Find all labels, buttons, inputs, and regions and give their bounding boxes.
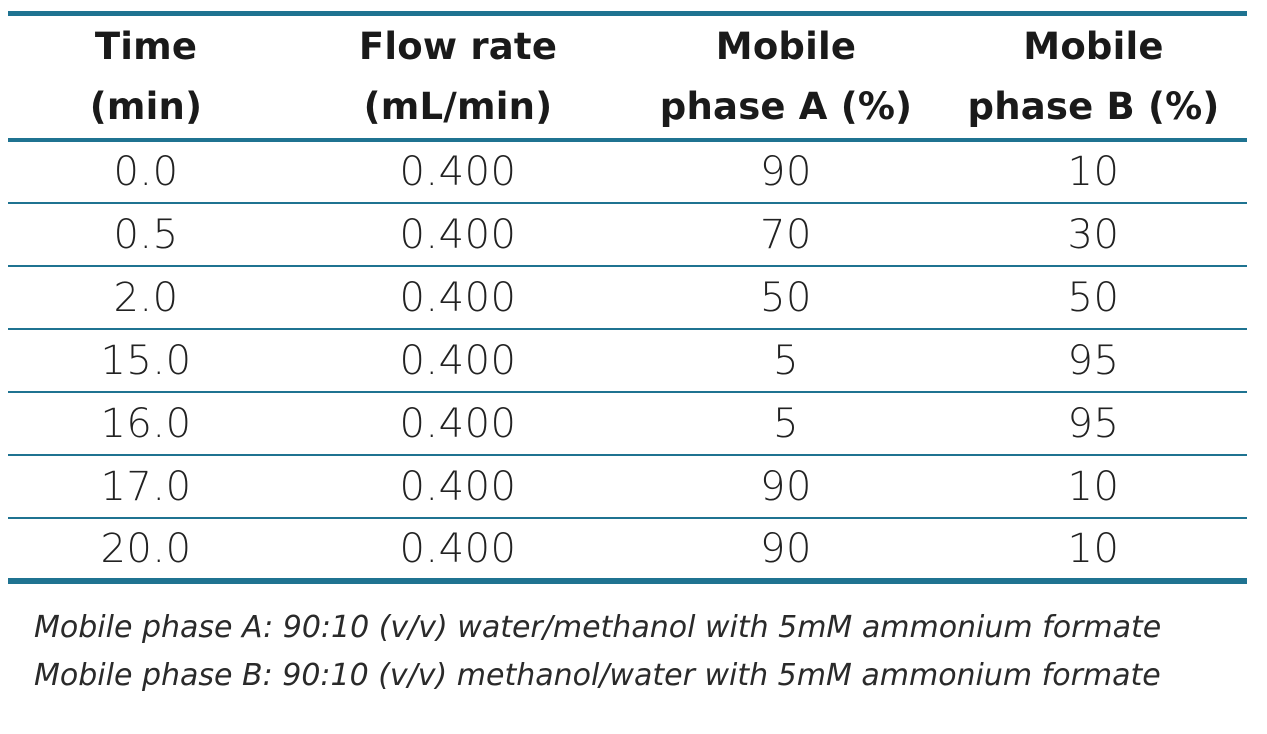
cell-phase-a: 5 [773, 400, 799, 447]
table-header: Time (min) Flow rate (mL/min) Mobile pha… [8, 13, 1247, 141]
cell-flow-rate: 0.400 [399, 525, 517, 572]
cell-phase-a: 70 [760, 211, 812, 258]
cell-flow-rate: 0.400 [399, 337, 517, 384]
table-row: 2.0 0.400 50 50 [8, 266, 1247, 329]
header-mobile-phase-b-line1: Mobile [1023, 25, 1164, 68]
cell-time: 0.0 [113, 149, 179, 195]
table-row: 16.0 0.400 5 95 [8, 392, 1247, 455]
cell-phase-b: 95 [1067, 337, 1120, 384]
cell-phase-b: 10 [1067, 463, 1120, 510]
cell-flow-rate: 0.400 [399, 463, 517, 510]
cell-phase-b: 50 [1067, 274, 1120, 321]
header-mobile-phase-a-line2: phase A (%) [659, 85, 913, 128]
cell-time: 17.0 [100, 463, 192, 510]
footnote-mobile-phase-b: Mobile phase B: 90:10 (v/v) methanol/wat… [34, 658, 1161, 693]
gradient-table-container: Time (min) Flow rate (mL/min) Mobile pha… [8, 11, 1247, 584]
cell-time: 0.5 [113, 211, 179, 258]
cell-time: 16.0 [100, 400, 192, 447]
cell-phase-a: 5 [773, 337, 799, 384]
cell-time: 20.0 [100, 525, 192, 572]
footnote-mobile-phase-a: Mobile phase A: 90:10 (v/v) water/methan… [34, 610, 1162, 645]
cell-phase-b: 95 [1067, 400, 1120, 447]
header-time: Time (min) [8, 14, 284, 141]
header-flow-rate: Flow rate (mL/min) [284, 14, 632, 141]
cell-phase-a: 90 [760, 149, 812, 195]
header-time-line1: Time [94, 25, 198, 68]
header-mobile-phase-a: Mobile phase A (%) [632, 14, 940, 141]
cell-phase-b: 30 [1067, 211, 1120, 258]
cell-phase-a: 90 [760, 525, 812, 572]
cell-phase-a: 90 [760, 463, 812, 510]
header-flow-rate-line1: Flow rate [358, 25, 558, 68]
table-footnotes: Mobile phase A: 90:10 (v/v) water/methan… [34, 604, 1161, 700]
table-row: 0.0 0.400 90 10 [8, 140, 1247, 203]
table-body: 0.0 0.400 90 10 0.5 0.400 70 30 2.0 0.40… [8, 140, 1247, 581]
header-flow-rate-line2: (mL/min) [363, 85, 553, 128]
header-mobile-phase-b-line2: phase B (%) [967, 85, 1220, 128]
table-row: 17.0 0.400 90 10 [8, 455, 1247, 518]
header-row: Time (min) Flow rate (mL/min) Mobile pha… [8, 13, 1247, 141]
cell-phase-a: 50 [760, 274, 812, 321]
table-row: 0.5 0.400 70 30 [8, 203, 1247, 266]
header-time-line2: (min) [89, 85, 203, 128]
header-mobile-phase-b: Mobile phase B (%) [940, 14, 1247, 141]
header-mobile-phase-a-line1: Mobile [715, 25, 857, 68]
gradient-table: Time (min) Flow rate (mL/min) Mobile pha… [8, 11, 1247, 584]
cell-flow-rate: 0.400 [399, 274, 517, 321]
cell-flow-rate: 0.400 [399, 149, 517, 195]
cell-time: 15.0 [100, 337, 192, 384]
cell-flow-rate: 0.400 [399, 211, 517, 258]
table-row: 20.0 0.400 90 10 [8, 518, 1247, 581]
cell-time: 2.0 [113, 274, 179, 321]
table-row: 15.0 0.400 5 95 [8, 329, 1247, 392]
cell-phase-b: 10 [1067, 149, 1120, 195]
cell-phase-b: 10 [1067, 525, 1120, 572]
cell-flow-rate: 0.400 [399, 400, 517, 447]
